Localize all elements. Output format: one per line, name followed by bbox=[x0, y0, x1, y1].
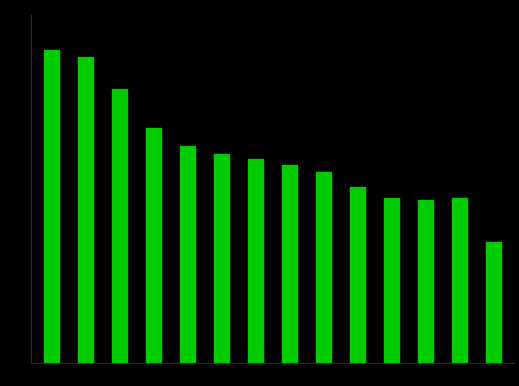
Bar bbox=[418, 200, 433, 363]
Bar bbox=[384, 198, 399, 363]
Bar bbox=[214, 154, 229, 363]
Bar bbox=[78, 57, 93, 363]
Bar bbox=[452, 198, 467, 363]
Bar bbox=[248, 159, 263, 363]
Bar bbox=[44, 50, 59, 363]
Bar bbox=[486, 242, 501, 363]
Bar bbox=[350, 187, 365, 363]
Bar bbox=[316, 172, 331, 363]
Bar bbox=[180, 146, 195, 363]
Bar bbox=[282, 165, 297, 363]
Bar bbox=[146, 128, 161, 363]
Bar bbox=[112, 89, 127, 363]
